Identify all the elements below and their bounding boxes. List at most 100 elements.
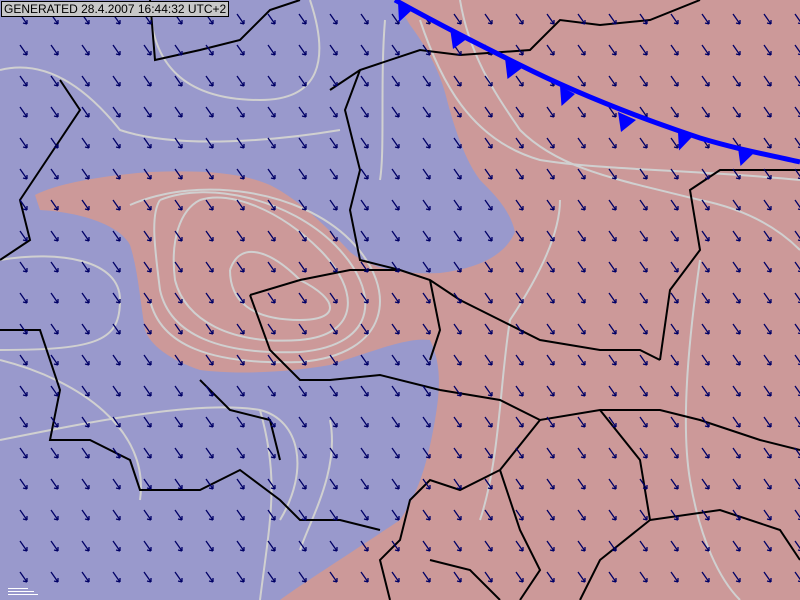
wind-arrow — [391, 106, 400, 118]
wind-arrow — [267, 416, 276, 428]
wind-arrow — [205, 75, 214, 87]
wind-arrow — [732, 75, 741, 87]
wind-arrow — [763, 44, 772, 56]
wind-arrow — [143, 478, 152, 490]
wind-arrow — [205, 571, 214, 583]
wind-arrow — [639, 509, 648, 521]
wind-arrow — [732, 540, 741, 552]
wind-arrow — [608, 323, 617, 335]
wind-arrow — [763, 75, 772, 87]
wind-arrow — [391, 75, 400, 87]
wind-arrow — [732, 447, 741, 459]
wind-arrow — [19, 509, 28, 521]
wind-arrow — [19, 168, 28, 180]
wind-arrow — [763, 168, 772, 180]
wind-arrow — [391, 199, 400, 211]
wind-arrow — [360, 571, 369, 583]
wind-arrow — [639, 75, 648, 87]
wind-arrow — [732, 354, 741, 366]
wind-arrow — [174, 447, 183, 459]
wind-arrow — [546, 230, 555, 242]
wind-arrow — [81, 292, 90, 304]
wind-arrow — [298, 261, 307, 273]
wind-arrow — [577, 230, 586, 242]
wind-arrow — [484, 354, 493, 366]
wind-arrow — [732, 168, 741, 180]
wind-arrow — [205, 447, 214, 459]
wind-arrow — [112, 168, 121, 180]
cold-front — [393, 0, 800, 166]
wind-arrow — [112, 199, 121, 211]
wind-arrow — [360, 323, 369, 335]
wind-arrow — [19, 447, 28, 459]
wind-arrow — [236, 230, 245, 242]
wind-arrow — [608, 447, 617, 459]
wind-arrow — [112, 571, 121, 583]
wind-arrow — [453, 447, 462, 459]
wind-arrow — [205, 137, 214, 149]
wind-arrow — [670, 106, 679, 118]
wind-arrow — [205, 540, 214, 552]
wind-arrow — [577, 447, 586, 459]
wind-arrow — [546, 137, 555, 149]
wind-arrow — [453, 385, 462, 397]
wind-arrow — [546, 354, 555, 366]
wind-arrow — [81, 385, 90, 397]
wind-arrow — [174, 261, 183, 273]
wind-arrow — [639, 447, 648, 459]
wind-arrow — [112, 137, 121, 149]
wind-arrow — [267, 385, 276, 397]
wind-arrow — [50, 261, 59, 273]
wind-arrow — [50, 44, 59, 56]
wind-arrow — [484, 13, 493, 25]
wind-arrow — [732, 292, 741, 304]
wind-arrow — [794, 292, 800, 304]
wind-arrow — [112, 540, 121, 552]
wind-arrow — [360, 540, 369, 552]
wind-arrow — [205, 478, 214, 490]
wind-arrow — [236, 540, 245, 552]
wind-arrow — [112, 416, 121, 428]
wind-arrow — [639, 230, 648, 242]
wind-arrow — [422, 44, 431, 56]
wind-arrow — [112, 106, 121, 118]
wind-arrow — [453, 571, 462, 583]
wind-arrow — [81, 478, 90, 490]
wind-arrow — [577, 385, 586, 397]
wind-arrow — [360, 416, 369, 428]
wind-arrow — [360, 44, 369, 56]
wind-arrow — [701, 75, 710, 87]
wind-arrow — [453, 509, 462, 521]
wind-arrow — [81, 509, 90, 521]
wind-arrow — [360, 75, 369, 87]
wind-arrow — [577, 44, 586, 56]
wind-arrow — [329, 447, 338, 459]
wind-arrow — [484, 106, 493, 118]
wind-arrow — [236, 478, 245, 490]
wind-arrow — [515, 230, 524, 242]
wind-arrow — [19, 416, 28, 428]
wind-arrow — [391, 540, 400, 552]
wind-arrow — [174, 292, 183, 304]
wind-arrow — [329, 571, 338, 583]
wind-arrow — [236, 75, 245, 87]
wind-arrow — [546, 416, 555, 428]
wind-arrow — [174, 416, 183, 428]
wind-arrow — [763, 292, 772, 304]
wind-arrow — [794, 261, 800, 273]
wind-arrow — [515, 261, 524, 273]
wind-arrow — [267, 509, 276, 521]
wind-arrow — [422, 106, 431, 118]
wind-arrow — [81, 540, 90, 552]
wind-arrow — [608, 261, 617, 273]
wind-arrow — [391, 416, 400, 428]
wind-arrow — [608, 509, 617, 521]
wind-arrow — [453, 106, 462, 118]
wind-arrow — [143, 354, 152, 366]
wind-arrow — [329, 168, 338, 180]
wind-arrow — [515, 292, 524, 304]
wind-arrow — [236, 168, 245, 180]
wind-arrow — [19, 44, 28, 56]
wind-arrow — [763, 323, 772, 335]
wind-arrow — [422, 478, 431, 490]
